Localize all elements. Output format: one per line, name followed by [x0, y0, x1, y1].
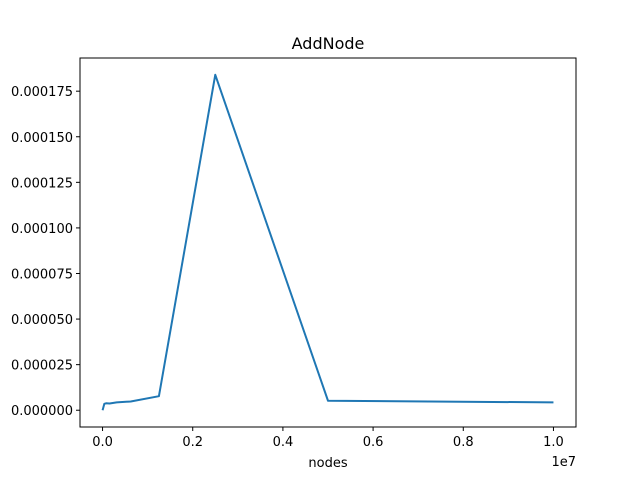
y-tick-label: 0.000025	[11, 359, 73, 374]
x-offset-label: 1e7	[551, 455, 576, 470]
x-tick-label: 1.0	[543, 435, 564, 450]
x-axis-label: nodes	[308, 456, 347, 471]
x-tick-label: 0.2	[182, 435, 203, 450]
y-tick-label: 0.000125	[11, 176, 73, 191]
axes-frame	[79, 57, 577, 428]
data-line	[101, 73, 554, 411]
y-tick-label: 0.000150	[11, 131, 73, 146]
y-tick-label: 0.000050	[11, 313, 73, 328]
y-tick-label: 0.000100	[11, 222, 73, 237]
x-tick-label: 0.4	[273, 435, 294, 450]
chart-title: AddNode	[292, 34, 365, 53]
y-tick-label: 0.000000	[11, 404, 73, 419]
x-tick-label: 0.0	[92, 435, 113, 450]
y-tick-label: 0.000175	[11, 85, 73, 100]
y-tick-label: 0.000075	[11, 267, 73, 282]
x-tick-label: 0.8	[453, 435, 474, 450]
x-tick-label: 0.6	[363, 435, 384, 450]
